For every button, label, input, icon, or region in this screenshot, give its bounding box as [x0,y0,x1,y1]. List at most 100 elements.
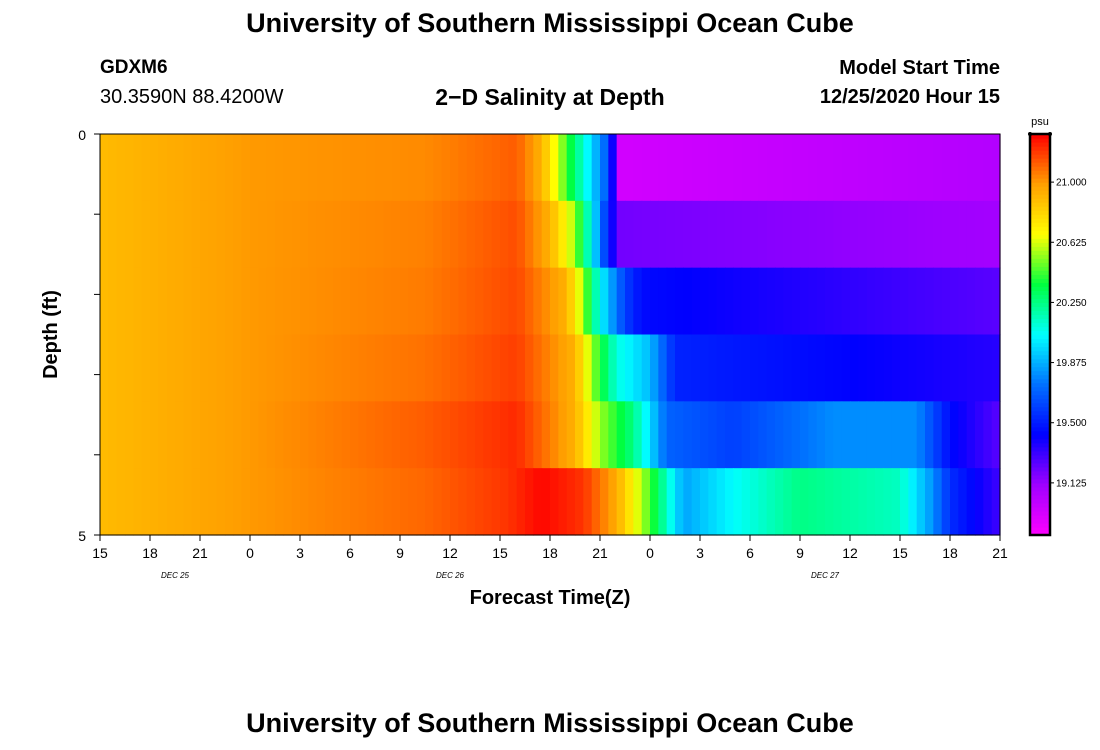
heatmap-cell [308,334,318,402]
heatmap-cell [641,401,651,469]
heatmap-cell [166,401,176,469]
heatmap-cell [258,267,268,336]
colorbar-segment [1030,518,1050,524]
heatmap-cell [500,334,509,402]
heatmap-cell [633,267,643,336]
heatmap-cell [450,200,459,269]
heatmap-cell [433,267,443,336]
heatmap-cell [216,134,226,202]
heatmap-cell [358,134,368,202]
heatmap-cell [933,267,943,336]
heatmap-cell [216,334,226,402]
heatmap-cell [358,468,368,536]
heatmap-cell [308,134,318,202]
heatmap-cell [783,134,793,202]
heatmap-cell [966,134,976,202]
heatmap-cell [625,200,634,269]
heatmap-cell [250,401,259,469]
x-tick-label: 15 [492,545,508,561]
heatmap-cell [650,334,659,402]
heatmap-cell [133,401,143,469]
heatmap-cell [516,468,526,536]
heatmap-cell [975,401,984,469]
colorbar-tick-label: 20.625 [1056,238,1087,249]
heatmap-cell [991,134,1001,202]
heatmap-cell [716,401,726,469]
heatmap-cell [416,267,426,336]
heatmap-cell [558,267,568,336]
heatmap-cell [591,200,601,269]
heatmap-cell [991,468,1001,536]
heatmap-cell [158,200,168,269]
x-axis-title: Forecast Time(Z) [470,587,631,609]
colorbar-segment [1030,442,1050,448]
heatmap-cell [425,401,434,469]
heatmap-cell [583,134,593,202]
colorbar-segment [1030,418,1050,424]
page-title: University of Southern Mississippi Ocean… [246,8,854,38]
heatmap-cell [708,267,718,336]
heatmap-cell [516,334,526,402]
colorbar-segment [1030,426,1050,432]
heatmap-cell [991,267,1001,336]
heatmap-cell [500,401,509,469]
heatmap-cell [350,334,359,402]
heatmap-cell [441,267,451,336]
colorbar-segment [1030,474,1050,480]
heatmap-cell [758,134,768,202]
colorbar-segment [1030,298,1050,304]
heatmap-cell [250,200,259,269]
heatmap-cell [341,334,351,402]
heatmap-cell [866,267,876,336]
heatmap-cell [983,267,993,336]
heatmap-cell [316,401,326,469]
heatmap-cell [866,134,876,202]
heatmap-cell [641,334,651,402]
heatmap-cell [116,200,126,269]
heatmap-cell [508,468,518,536]
heatmap-cell [950,134,959,202]
heatmap-cell [666,134,676,202]
colorbar-segment [1030,142,1050,147]
heatmap-cell [941,401,951,469]
heatmap-cell [725,134,734,202]
heatmap-cell [600,334,609,402]
heatmap-cell [591,334,601,402]
colorbar-segment [1030,210,1050,215]
colorbar-segment [1030,286,1050,291]
colorbar-segment [1030,222,1050,227]
heatmap-cell [116,267,126,336]
heatmap-cell [975,200,984,269]
colorbar-segment [1030,402,1050,408]
heatmap-cell [633,134,643,202]
colorbar-segment [1030,254,1050,259]
heatmap-cell [766,334,776,402]
heatmap-cell [991,200,1001,269]
x-tick-label: 3 [696,545,704,561]
heatmap-cell [766,200,776,269]
heatmap-cell [266,134,276,202]
colorbar-segment [1030,394,1050,400]
heatmap-cell [800,468,809,536]
heatmap-cell [108,134,118,202]
heatmap-cell [350,200,359,269]
heatmap-cell [258,134,268,202]
heatmap-cell [316,334,326,402]
heatmap-cell [408,468,418,536]
heatmap-cell [975,468,984,536]
heatmap-cell [600,468,609,536]
heatmap-cell [850,401,859,469]
colorbar-segment [1030,470,1050,476]
heatmap-cell [566,468,576,536]
heatmap-cell [633,468,643,536]
heatmap-cell [716,334,726,402]
heatmap-cell [841,267,851,336]
heatmap-cell [425,468,434,536]
heatmap-cell [375,334,384,402]
heatmap-cell [566,334,576,402]
heatmap-cell [558,401,568,469]
colorbar-segment [1030,290,1050,295]
heatmap-cell [400,468,409,536]
heatmap-cell [675,134,684,202]
heatmap-cell [458,200,468,269]
